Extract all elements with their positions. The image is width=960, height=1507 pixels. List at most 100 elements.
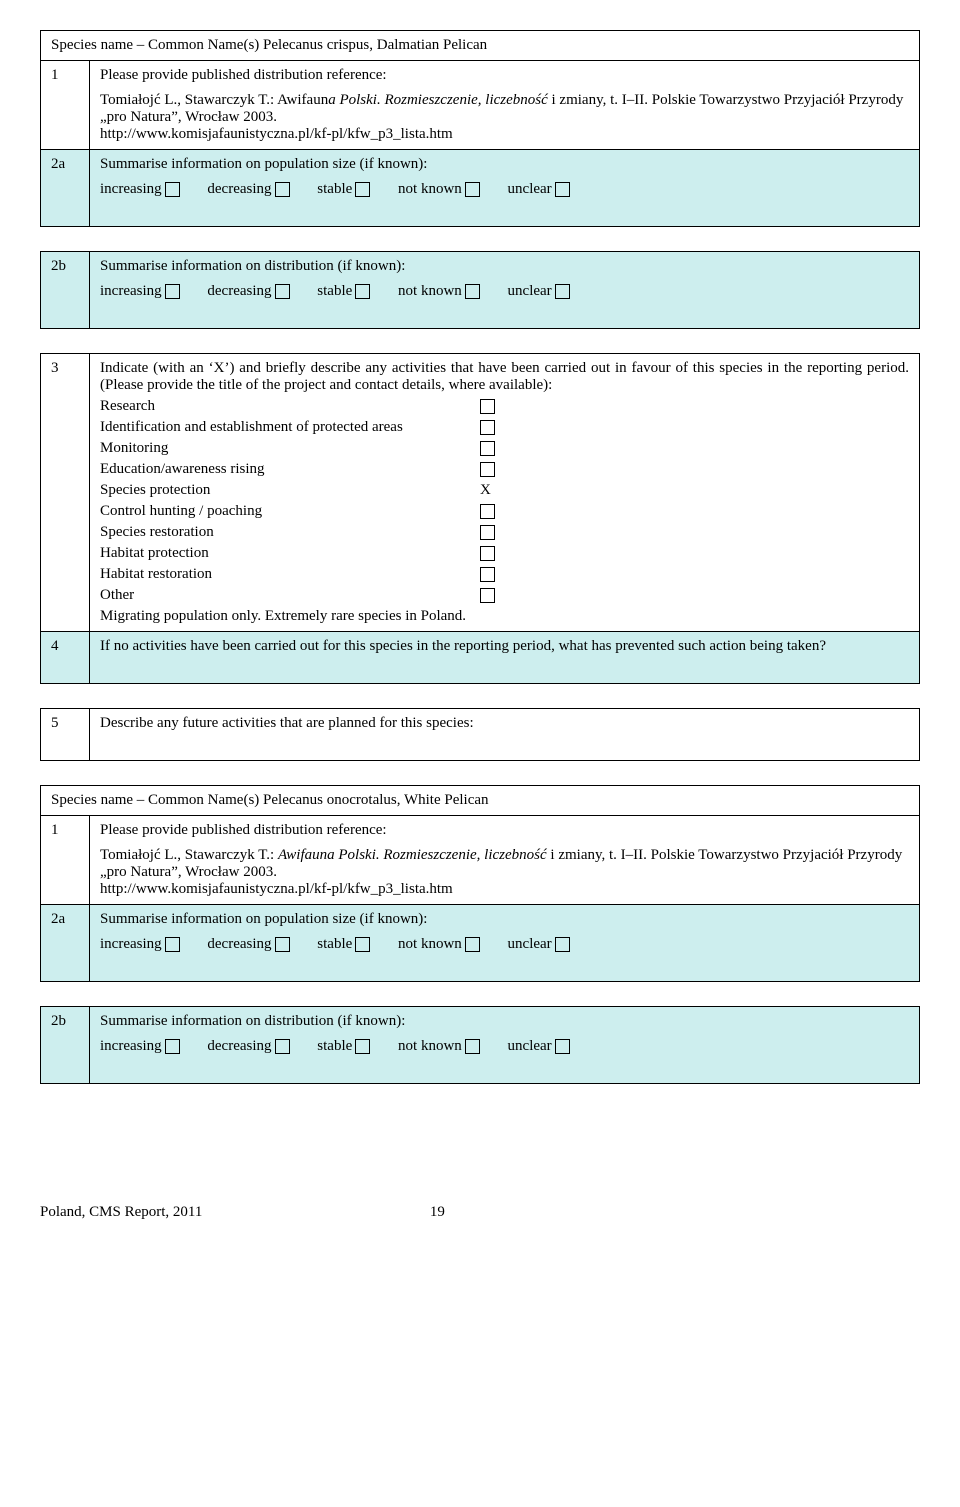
checkbox-icon[interactable] <box>165 182 180 197</box>
row5-content: Describe any future activities that are … <box>90 709 920 761</box>
activity-mark[interactable] <box>480 398 500 415</box>
activity-mark[interactable] <box>480 566 500 583</box>
row-number: 4 <box>41 632 90 684</box>
row-number: 3 <box>41 354 90 632</box>
checkbox-icon <box>480 504 495 519</box>
activity-row: Habitat protection <box>100 545 909 562</box>
popsize-options: increasing decreasing stable not known u… <box>100 936 909 953</box>
opt-increasing: increasing <box>100 936 162 953</box>
checkbox-icon[interactable] <box>355 284 370 299</box>
checkbox-icon[interactable] <box>275 182 290 197</box>
checkbox-icon[interactable] <box>275 937 290 952</box>
checkbox-icon[interactable] <box>355 937 370 952</box>
row-number: 2a <box>41 905 90 982</box>
distribution-prompt: Summarise information on distribution (i… <box>100 1013 909 1030</box>
activity-label: Identification and establishment of prot… <box>100 419 480 436</box>
distribution-ref-text: Tomiałojć L., Stawarczyk T.: Awifauna Po… <box>100 847 909 881</box>
opt-notknown: not known <box>398 283 462 300</box>
activity-label: Control hunting / poaching <box>100 503 480 520</box>
activity-mark[interactable] <box>480 524 500 541</box>
activity-label: Species protection <box>100 482 480 499</box>
ref-pre: Tomiałojć L., Stawarczyk T.: Awifaun <box>100 92 328 108</box>
checkbox-icon <box>480 420 495 435</box>
activity-label: Research <box>100 398 480 415</box>
opt-increasing: increasing <box>100 283 162 300</box>
checkbox-icon[interactable] <box>555 182 570 197</box>
row1-content: Please provide published distribution re… <box>90 61 920 150</box>
activity-row: Control hunting / poaching <box>100 503 909 520</box>
checkbox-icon <box>480 462 495 477</box>
row-number: 1 <box>41 61 90 150</box>
row3-content: Indicate (with an ‘X’) and briefly descr… <box>90 354 920 632</box>
footer-left: Poland, CMS Report, 2011 <box>40 1204 202 1220</box>
activity-mark[interactable] <box>480 503 500 520</box>
row2b-content: Summarise information on distribution (i… <box>90 1007 920 1084</box>
activity-mark[interactable] <box>480 419 500 436</box>
checkbox-icon[interactable] <box>465 937 480 952</box>
future-activities-prompt: Describe any future activities that are … <box>100 715 909 732</box>
popsize-prompt: Summarise information on population size… <box>100 911 909 928</box>
distribution-options: increasing decreasing stable not known u… <box>100 283 909 300</box>
checkbox-icon[interactable] <box>275 1039 290 1054</box>
activity-mark[interactable] <box>480 545 500 562</box>
opt-stable: stable <box>317 283 352 300</box>
row-number: 5 <box>41 709 90 761</box>
distribution-ref-text: Tomiałojć L., Stawarczyk T.: Awifauna Po… <box>100 92 909 126</box>
activity-label: Education/awareness rising <box>100 461 480 478</box>
opt-increasing: increasing <box>100 181 162 198</box>
page-number: 19 <box>430 1204 445 1220</box>
activity-mark[interactable] <box>480 440 500 457</box>
opt-increasing: increasing <box>100 1038 162 1055</box>
checkbox-icon[interactable] <box>465 1039 480 1054</box>
opt-notknown: not known <box>398 181 462 198</box>
species2-2b-table: 2b Summarise information on distribution… <box>40 1006 920 1084</box>
checkbox-icon[interactable] <box>355 182 370 197</box>
distribution-ref-prompt: Please provide published distribution re… <box>100 67 909 84</box>
activity-mark[interactable]: X <box>480 482 500 499</box>
activity-row: Monitoring <box>100 440 909 457</box>
checkbox-icon[interactable] <box>275 284 290 299</box>
species1-row5-table: 5 Describe any future activities that ar… <box>40 708 920 761</box>
species1-row3-4-table: 3 Indicate (with an ‘X’) and briefly des… <box>40 353 920 684</box>
activity-mark[interactable] <box>480 587 500 604</box>
activity-label: Species restoration <box>100 524 480 541</box>
species-table-2: Species name – Common Name(s) Pelecanus … <box>40 785 920 982</box>
checkbox-icon[interactable] <box>555 937 570 952</box>
row-number: 2b <box>41 252 90 329</box>
activity-row: Research <box>100 398 909 415</box>
species-header: Species name – Common Name(s) Pelecanus … <box>41 786 920 816</box>
checkbox-icon[interactable] <box>555 284 570 299</box>
checkbox-icon <box>480 567 495 582</box>
activity-row: Species restoration <box>100 524 909 541</box>
popsize-options: increasing decreasing stable not known u… <box>100 181 909 198</box>
row-number: 2b <box>41 1007 90 1084</box>
checkbox-icon[interactable] <box>165 937 180 952</box>
no-activities-prompt: If no activities have been carried out f… <box>100 638 909 655</box>
row2b-content: Summarise information on distribution (i… <box>90 252 920 329</box>
opt-unclear: unclear <box>508 181 552 198</box>
opt-notknown: not known <box>398 936 462 953</box>
opt-stable: stable <box>317 181 352 198</box>
activities-prompt: Indicate (with an ‘X’) and briefly descr… <box>100 360 909 394</box>
checkbox-icon[interactable] <box>465 182 480 197</box>
activity-row: Education/awareness rising <box>100 461 909 478</box>
page-footer: Poland, CMS Report, 2011 19 <box>40 1204 920 1221</box>
species-header: Species name – Common Name(s) Pelecanus … <box>41 31 920 61</box>
species1-2b-table: 2b Summarise information on distribution… <box>40 251 920 329</box>
checkbox-icon[interactable] <box>165 284 180 299</box>
checkbox-icon[interactable] <box>465 284 480 299</box>
row-number: 2a <box>41 150 90 227</box>
checkbox-icon[interactable] <box>165 1039 180 1054</box>
ref-url: http://www.komisjafaunistyczna.pl/kf-pl/… <box>100 881 909 898</box>
ref-italic: Awifauna Polski. Rozmieszczenie, liczebn… <box>278 847 547 863</box>
opt-decreasing: decreasing <box>207 1038 271 1055</box>
row4-content: If no activities have been carried out f… <box>90 632 920 684</box>
distribution-ref-prompt: Please provide published distribution re… <box>100 822 909 839</box>
opt-unclear: unclear <box>508 1038 552 1055</box>
ref-url: http://www.komisjafaunistyczna.pl/kf-pl/… <box>100 126 909 143</box>
checkbox-icon[interactable] <box>555 1039 570 1054</box>
activities-note: Migrating population only. Extremely rar… <box>100 608 909 625</box>
activity-mark[interactable] <box>480 461 500 478</box>
checkbox-icon[interactable] <box>355 1039 370 1054</box>
opt-notknown: not known <box>398 1038 462 1055</box>
